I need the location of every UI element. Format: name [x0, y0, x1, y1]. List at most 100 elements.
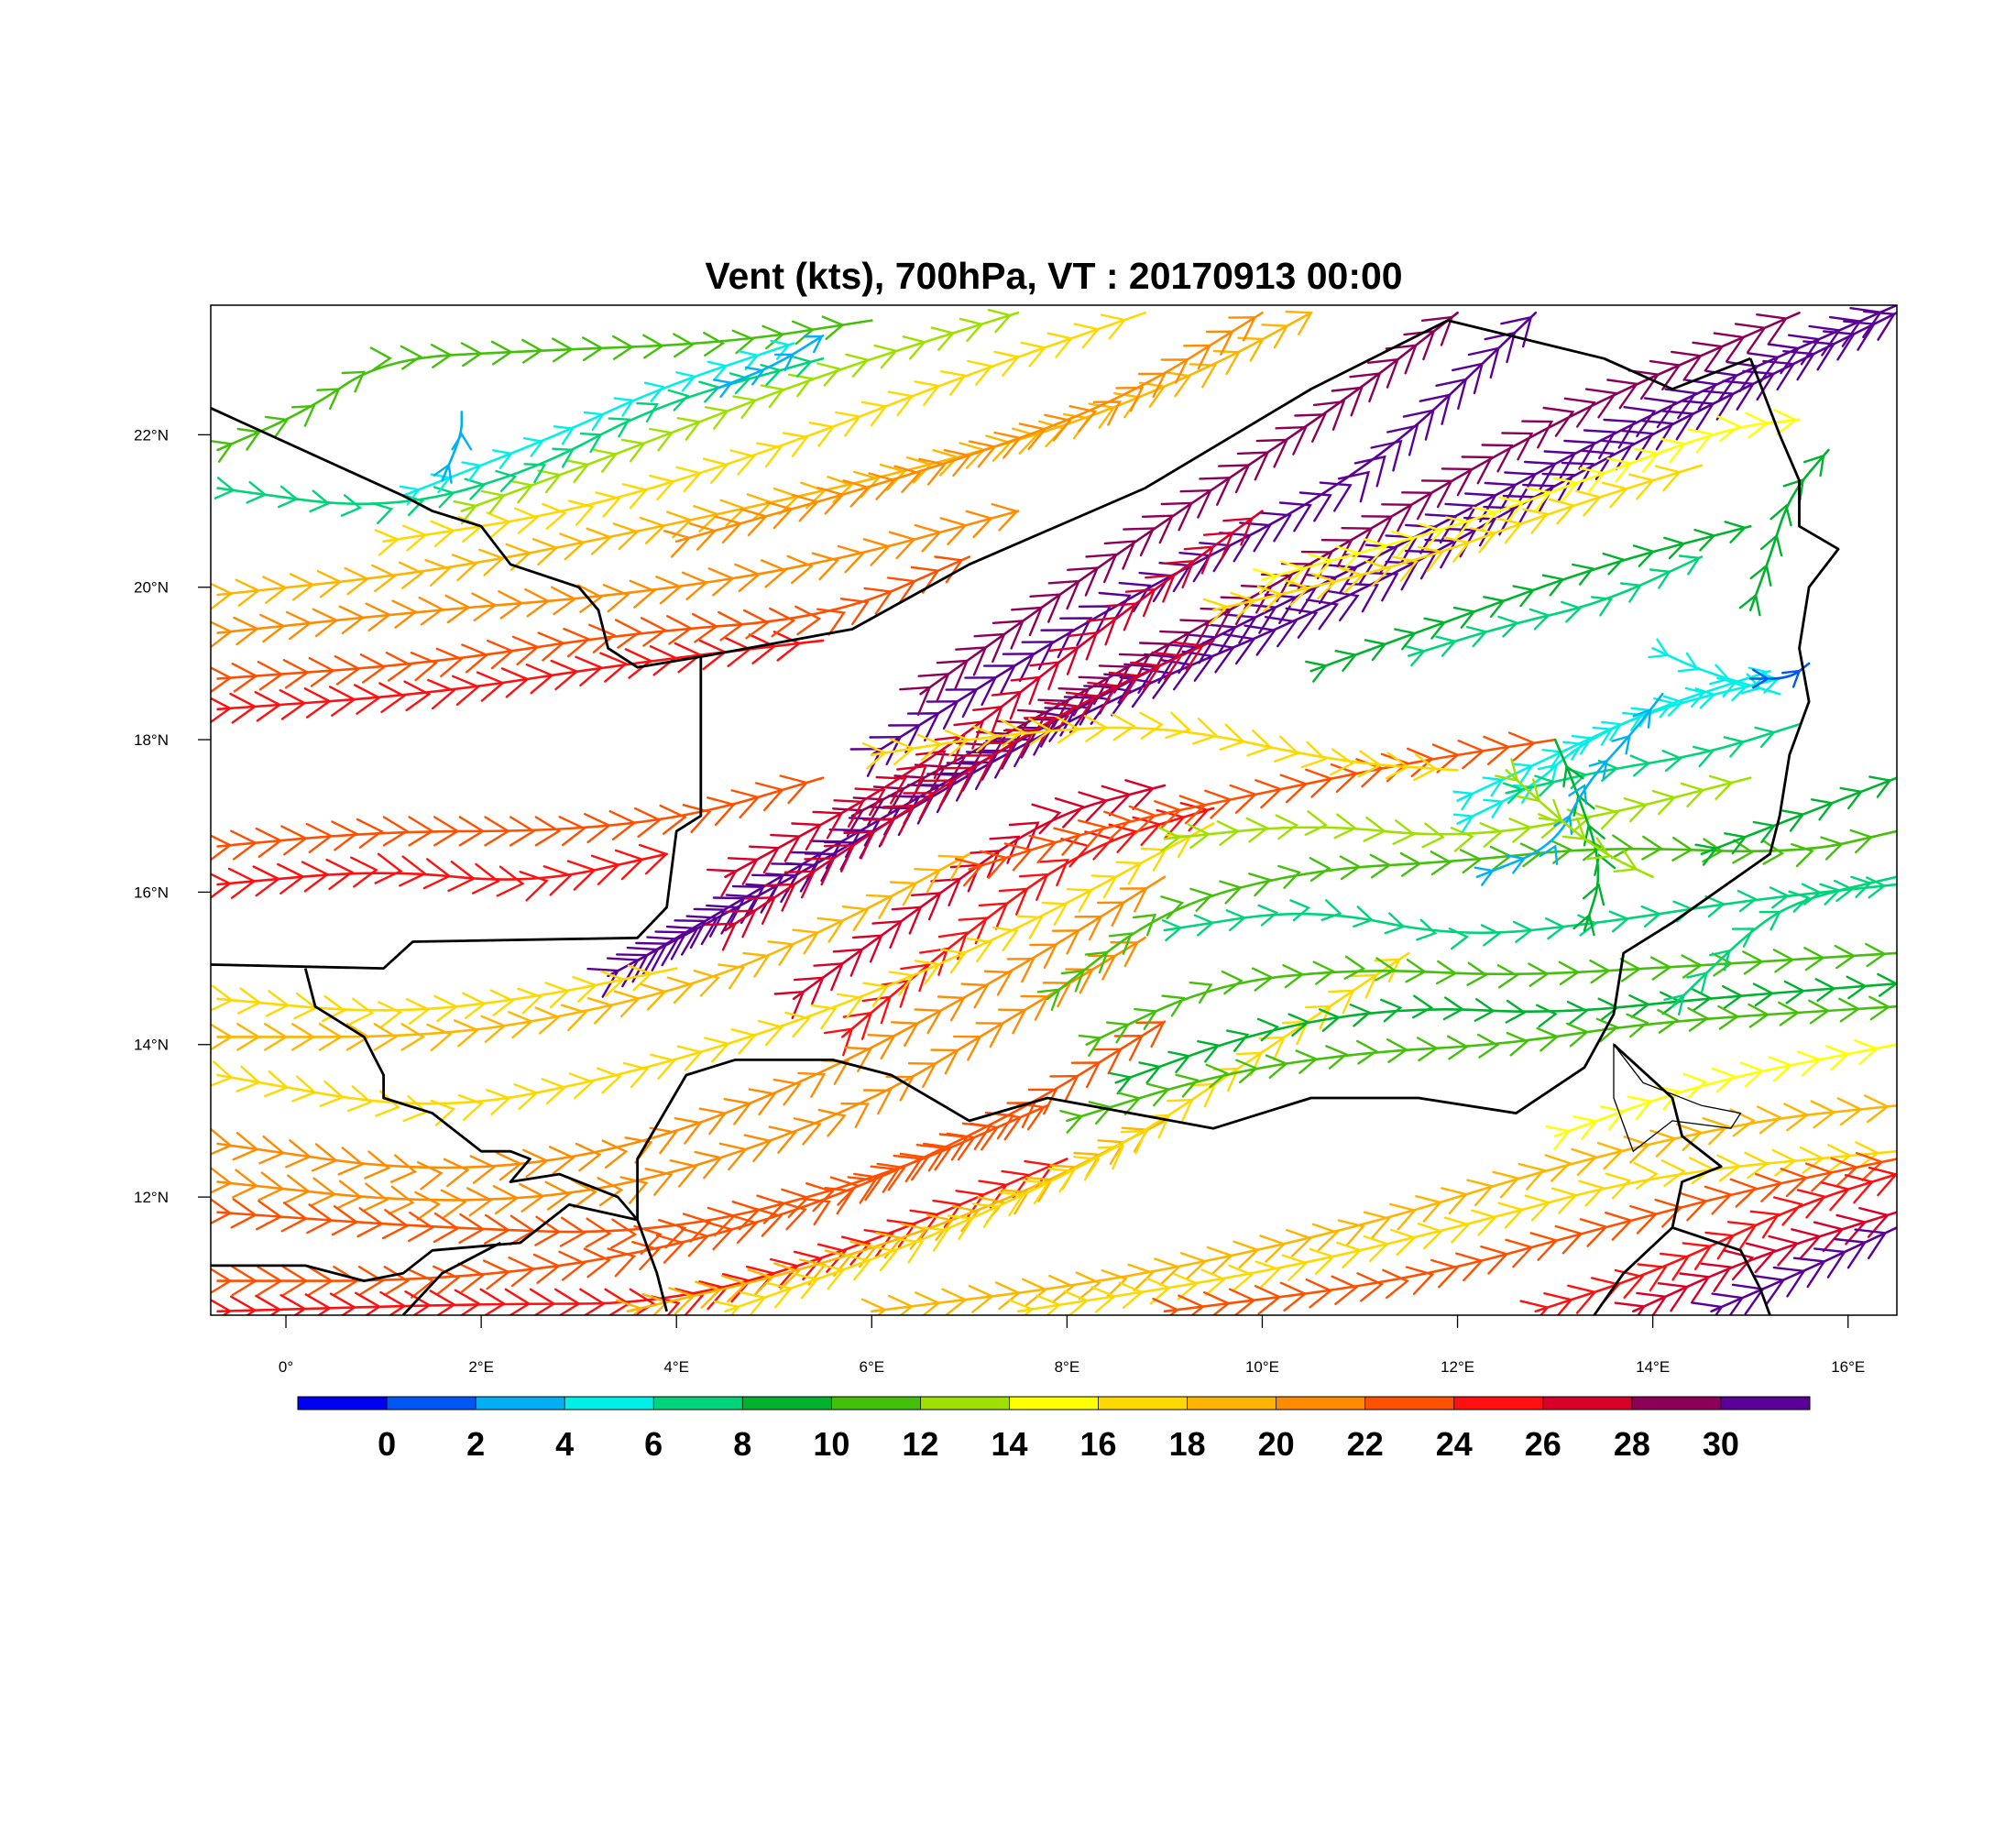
- wind-arrowhead: [753, 1207, 783, 1237]
- wind-arrowhead: [1167, 1098, 1194, 1124]
- wind-arrowhead: [333, 1266, 359, 1297]
- wind-arrowhead: [1183, 545, 1215, 575]
- wind-arrowhead: [1343, 955, 1366, 980]
- wind-arrowhead: [281, 1266, 309, 1297]
- country-border: [211, 1203, 638, 1282]
- wind-arrowhead: [1374, 958, 1401, 983]
- wind-arrowhead: [457, 1093, 484, 1121]
- wind-arrowhead: [264, 1023, 289, 1051]
- streamline: [211, 1020, 1167, 1299]
- wind-arrowhead: [254, 691, 282, 722]
- wind-arrowhead: [1101, 1268, 1128, 1298]
- wind-arrowhead: [1108, 671, 1141, 701]
- wind-arrowhead: [1305, 768, 1333, 798]
- wind-arrowhead: [810, 1004, 838, 1030]
- wind-arrowhead: [1505, 1238, 1534, 1268]
- wind-arrowhead: [1230, 591, 1256, 620]
- wind-arrowhead: [1285, 310, 1313, 335]
- streamline: [1305, 521, 1752, 683]
- wind-arrowhead: [635, 941, 669, 971]
- wind-arrowhead: [842, 479, 871, 508]
- wind-arrowhead: [407, 1268, 435, 1299]
- wind-arrowhead: [1723, 736, 1746, 758]
- wind-arrowhead: [1633, 447, 1660, 473]
- wind-arrowhead: [964, 676, 998, 707]
- wind-arrowhead: [991, 690, 1023, 720]
- wind-arrowhead: [231, 1266, 258, 1297]
- streamline-path: [871, 1104, 1897, 1313]
- wind-arrowhead: [1767, 343, 1801, 375]
- wind-arrowhead: [1865, 942, 1887, 968]
- colorbar-label: 4: [555, 1425, 574, 1463]
- wind-arrowhead: [1537, 763, 1559, 785]
- wind-arrowhead: [1059, 1110, 1084, 1134]
- wind-arrowhead: [1023, 1179, 1050, 1205]
- wind-arrowhead: [610, 1218, 638, 1249]
- wind-arrowhead: [1312, 960, 1335, 985]
- wind-arrowhead: [1020, 994, 1049, 1021]
- wind-arrowhead: [643, 381, 665, 402]
- wind-arrowhead: [768, 1125, 797, 1154]
- wind-arrowhead: [1526, 487, 1552, 512]
- wind-arrowhead: [1524, 1194, 1551, 1222]
- wind-arrowhead: [1016, 915, 1044, 939]
- wind-arrowhead: [718, 1142, 748, 1171]
- wind-arrowhead: [1632, 544, 1656, 567]
- wind-arrowhead: [1124, 779, 1156, 810]
- wind-arrowhead: [257, 661, 284, 691]
- wind-arrowhead: [1394, 628, 1418, 651]
- wind-arrowhead: [862, 818, 895, 847]
- wind-arrowhead: [1103, 810, 1132, 840]
- wind-arrowhead: [522, 1148, 550, 1178]
- wind-arrowhead: [1838, 997, 1861, 1023]
- wind-arrowhead: [614, 619, 642, 649]
- wind-arrowhead: [1202, 642, 1235, 674]
- streamline-path: [441, 411, 464, 482]
- wind-arrowhead: [1442, 996, 1465, 1021]
- wind-arrowhead: [541, 1078, 567, 1105]
- wind-arrowhead: [319, 1080, 345, 1107]
- wind-arrowhead: [818, 1263, 846, 1290]
- wind-arrowhead: [1003, 729, 1035, 758]
- wind-arrowhead: [484, 816, 511, 847]
- wind-arrowhead: [616, 953, 650, 983]
- streamline: [1545, 1039, 1897, 1150]
- wind-arrowhead: [1684, 686, 1706, 708]
- wind-arrowhead: [1834, 944, 1857, 970]
- wind-arrowhead: [1597, 997, 1620, 1022]
- wind-arrowhead: [1578, 1180, 1605, 1207]
- wind-arrowhead: [808, 422, 836, 447]
- wind-arrowhead: [801, 1197, 831, 1225]
- wind-arrowhead: [1864, 1094, 1890, 1124]
- streamline: [214, 355, 825, 524]
- wind-arrowhead: [1038, 858, 1069, 887]
- wind-arrowhead: [764, 883, 796, 912]
- wind-arrowhead: [534, 1215, 562, 1246]
- wind-arrowhead: [544, 1180, 572, 1211]
- wind-arrowhead: [1813, 1247, 1847, 1279]
- wind-arrowhead: [972, 1202, 1000, 1228]
- wind-arrowhead: [879, 463, 907, 491]
- wind-arrowhead: [461, 461, 483, 482]
- wind-arrowhead: [867, 1034, 896, 1060]
- wind-arrowhead: [640, 982, 667, 1011]
- wind-arrowhead: [1649, 568, 1671, 589]
- wind-arrowhead: [378, 682, 407, 713]
- wind-arrowhead: [1843, 320, 1877, 351]
- wind-arrowhead: [793, 1250, 824, 1280]
- colorbar-box: [1631, 1397, 1722, 1410]
- wind-arrowhead: [805, 1182, 835, 1213]
- wind-arrowhead: [1424, 538, 1458, 569]
- wind-arrowhead: [1246, 730, 1273, 757]
- wind-arrowhead: [1152, 1297, 1180, 1315]
- wind-arrowhead: [1415, 1195, 1443, 1223]
- wind-arrowhead: [529, 1288, 556, 1315]
- wind-arrowhead: [669, 1159, 698, 1188]
- streamline: [713, 951, 1410, 1315]
- wind-arrowhead: [1002, 653, 1035, 683]
- streamline: [1502, 723, 1801, 805]
- wind-arrowhead: [854, 787, 886, 817]
- wind-arrowhead: [519, 1182, 545, 1213]
- wind-arrowhead: [1219, 723, 1246, 751]
- wind-arrowhead: [1335, 545, 1362, 572]
